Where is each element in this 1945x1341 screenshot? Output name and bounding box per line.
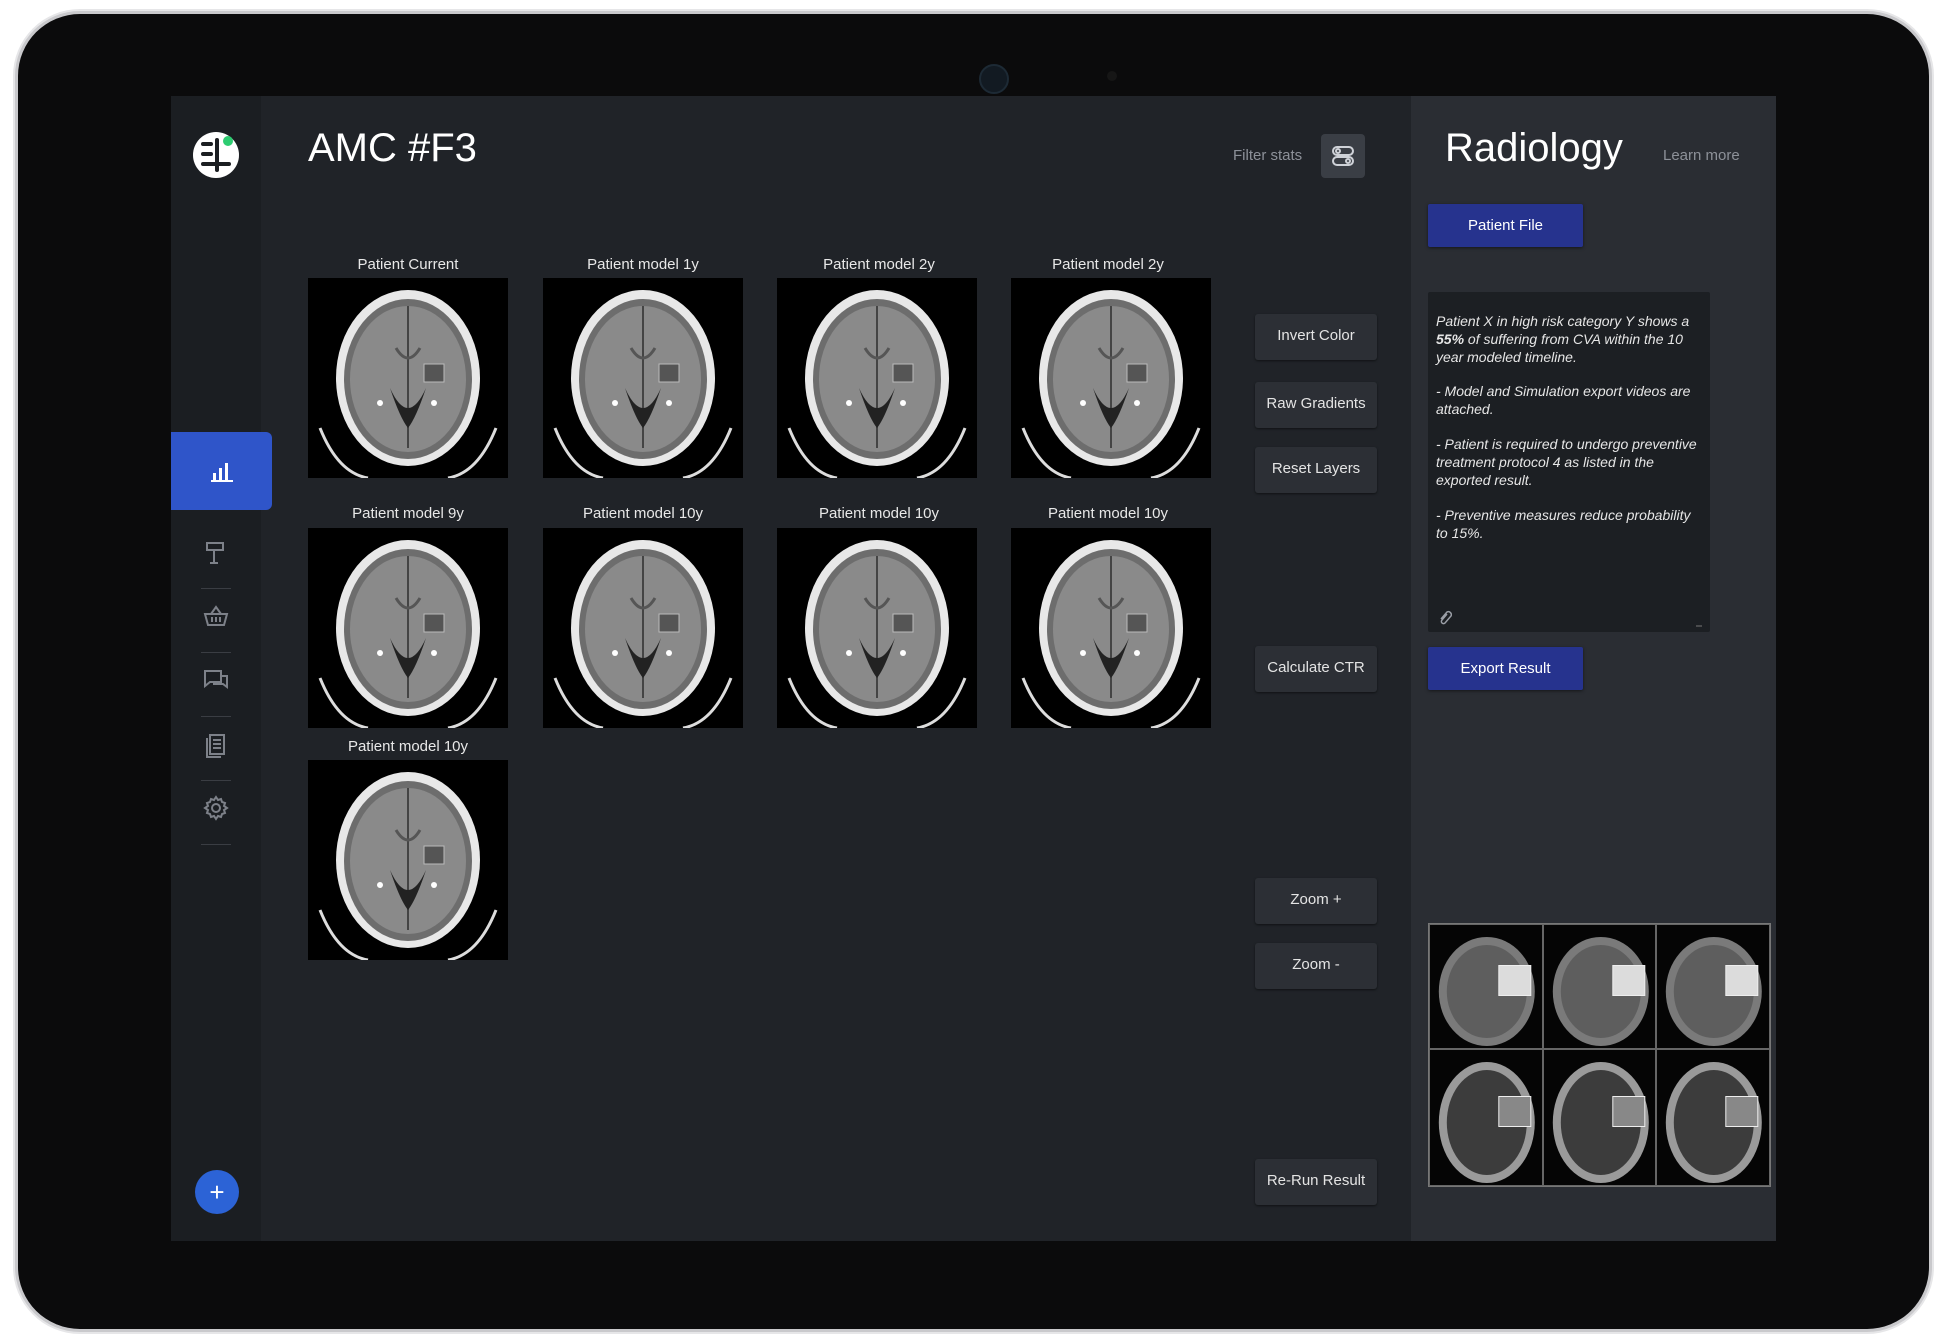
rerun-result-button[interactable]: Re-Run Result [1255, 1159, 1377, 1205]
mri-image [1543, 1050, 1656, 1185]
resize-handle-icon[interactable] [1694, 618, 1704, 628]
mri-thumbnail[interactable] [1656, 1049, 1770, 1186]
note-paragraph-2: - Model and Simulation export videos are… [1436, 383, 1691, 417]
basket-icon [203, 605, 229, 626]
export-result-button[interactable]: Export Result [1428, 647, 1583, 690]
note-paragraph-3: - Patient is required to undergo prevent… [1436, 436, 1697, 488]
page-title: AMC #F3 [308, 126, 477, 170]
scan-label: Patient model 2y [823, 256, 935, 273]
ct-scan-image [1011, 528, 1211, 728]
scan-thumbnail[interactable] [543, 278, 743, 478]
mri-thumbnail[interactable] [1542, 1049, 1657, 1186]
zoom-out-button[interactable]: Zoom - [1255, 943, 1377, 989]
mri-image [1430, 925, 1542, 1048]
sidebar-item-settings[interactable] [191, 780, 241, 836]
sidebar-item-basket[interactable] [191, 588, 241, 644]
mri-thumbnail-grid[interactable] [1428, 923, 1771, 1187]
signpost-icon [206, 542, 224, 564]
ct-scan-image [1011, 278, 1211, 478]
calculate-ctr-button[interactable]: Calculate CTR [1255, 646, 1377, 692]
add-button[interactable]: + [195, 1170, 239, 1214]
scan-thumbnail[interactable] [308, 528, 508, 728]
ct-scan-image [543, 278, 743, 478]
mri-image [1430, 1050, 1542, 1185]
scan-thumbnail[interactable] [1011, 528, 1211, 728]
scan-label: Patient model 2y [1052, 256, 1164, 273]
ct-scan-image [777, 528, 977, 728]
mri-thumbnail[interactable] [1542, 924, 1657, 1049]
chat-icon [204, 670, 228, 689]
scan-label: Patient Current [357, 256, 459, 273]
scan-thumbnail[interactable] [308, 760, 508, 960]
ct-scan-image [543, 528, 743, 728]
sidebar: + [171, 96, 272, 1241]
invert-color-button[interactable]: Invert Color [1255, 314, 1377, 360]
scan-thumbnail[interactable] [308, 278, 508, 478]
sensor-icon [1107, 71, 1117, 81]
zoom-in-button[interactable]: Zoom + [1255, 878, 1377, 924]
notes-textarea[interactable]: Patient X in high risk category Y shows … [1428, 292, 1710, 632]
scan-thumbnail[interactable] [777, 528, 977, 728]
scan-label: Patient model 9y [352, 505, 464, 522]
sidebar-item-documents[interactable] [191, 716, 241, 772]
learn-more-link[interactable]: Learn more [1663, 147, 1740, 164]
note-paragraph-4: - Preventive measures reduce probability… [1436, 507, 1691, 541]
app-logo[interactable] [193, 132, 239, 178]
scan-label: Patient model 10y [347, 738, 469, 755]
mri-thumbnail[interactable] [1656, 924, 1770, 1049]
ct-scan-image [308, 278, 508, 478]
filter-stats-button[interactable] [1321, 134, 1365, 178]
mri-image [1543, 925, 1656, 1048]
scan-label: Patient model 10y [1047, 505, 1169, 522]
scan-label: Patient model 10y [818, 505, 940, 522]
raw-gradients-button[interactable]: Raw Gradients [1255, 382, 1377, 428]
scan-thumbnail[interactable] [777, 278, 977, 478]
scan-thumbnail[interactable] [1011, 278, 1211, 478]
logo-dot [223, 136, 233, 146]
reset-layers-button[interactable]: Reset Layers [1255, 447, 1377, 493]
scan-label: Patient model 1y [587, 256, 699, 273]
app-screen: + AMC #F3 Filter stats Patient Current Pa… [171, 96, 1776, 1241]
gear-icon [203, 795, 229, 821]
mri-image [1657, 925, 1769, 1048]
filter-stats-label[interactable]: Filter stats [1233, 147, 1303, 164]
bar-chart-icon [210, 463, 233, 482]
sidebar-item-signpost[interactable] [191, 524, 241, 580]
panel-title: Radiology [1445, 126, 1623, 170]
scan-label: Patient model 10y [582, 505, 704, 522]
scan-thumbnail[interactable] [543, 528, 743, 728]
note-paragraph-1: Patient X in high risk category Y shows … [1436, 313, 1690, 365]
ct-scan-image [777, 278, 977, 478]
mri-image [1657, 1050, 1769, 1185]
paperclip-icon[interactable] [1438, 610, 1452, 626]
radiology-panel: Radiology Learn more Patient File Patien… [1411, 96, 1776, 1241]
ct-scan-image [308, 760, 508, 960]
ct-scan-image [308, 528, 508, 728]
documents-icon [206, 734, 225, 758]
sidebar-item-chat[interactable] [191, 652, 241, 708]
toggle-icon [1332, 146, 1354, 166]
mri-thumbnail[interactable] [1429, 1049, 1543, 1186]
camera-icon [979, 64, 1009, 94]
sidebar-item-stats[interactable] [171, 432, 272, 510]
patient-file-button[interactable]: Patient File [1428, 204, 1583, 247]
mri-thumbnail[interactable] [1429, 924, 1543, 1049]
